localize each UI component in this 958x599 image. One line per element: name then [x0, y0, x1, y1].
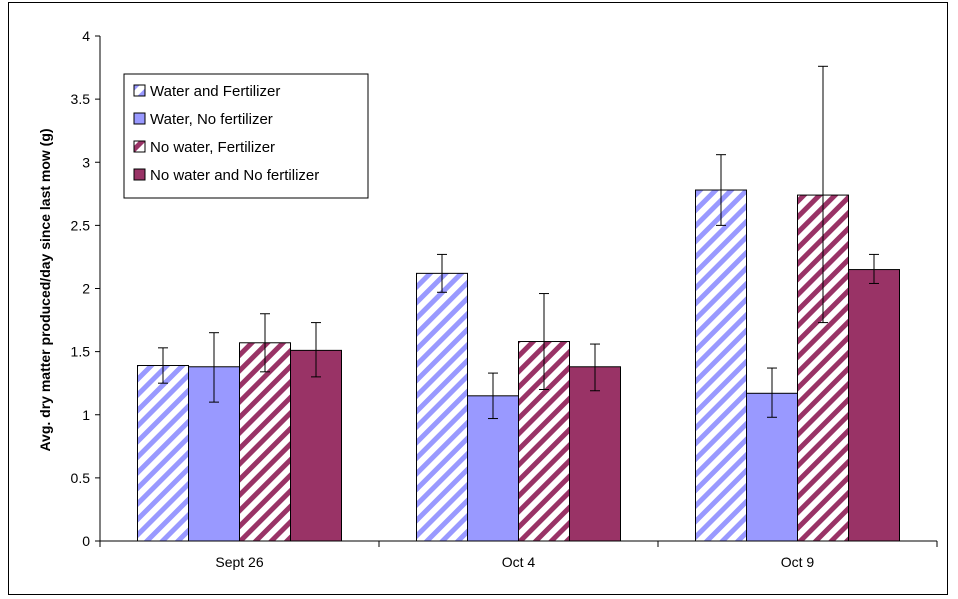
y-tick-label: 1 [82, 407, 90, 423]
legend-label: Water, No fertilizer [150, 111, 273, 128]
legend-swatch [133, 168, 146, 181]
bar [467, 395, 519, 542]
y-tick-label: 2 [82, 281, 90, 297]
y-tick-label: 3.5 [71, 91, 91, 107]
legend-label: No water and No fertilizer [150, 167, 319, 184]
bar [137, 365, 189, 542]
x-tick-label: Oct 4 [502, 554, 536, 570]
legend-box [123, 73, 369, 199]
bar [695, 189, 747, 542]
y-tick-label: 1.5 [71, 344, 91, 360]
y-tick-label: 4 [82, 28, 90, 44]
bar [569, 366, 621, 542]
y-tick-label: 0 [82, 533, 90, 549]
plot-area: 0 0.5 1 1.5 2 2.5 3 3.5 4 Sept 26 Oct 4 Oct 9 [71, 28, 938, 570]
legend-swatch [133, 112, 146, 125]
y-tick-label: 0.5 [71, 470, 91, 486]
legend: Water and Fertilizer Water, No fertilizer… [123, 73, 369, 199]
legend-label: Water and Fertilizer [150, 83, 280, 100]
bar [239, 342, 291, 542]
bar [848, 269, 900, 542]
bar [746, 392, 798, 542]
legend-swatch [133, 84, 146, 97]
x-tick-label: Oct 9 [781, 554, 815, 570]
y-axis-label: Avg. dry matter produced/day since last … [37, 128, 53, 451]
bar [290, 349, 342, 542]
y-tick-label: 2.5 [71, 217, 91, 233]
x-tick-label: Sept 26 [215, 554, 263, 570]
legend-swatch [133, 140, 146, 153]
legend-label: No water, Fertilizer [150, 139, 275, 156]
bar [416, 272, 468, 542]
y-tick-label: 3 [82, 154, 90, 170]
